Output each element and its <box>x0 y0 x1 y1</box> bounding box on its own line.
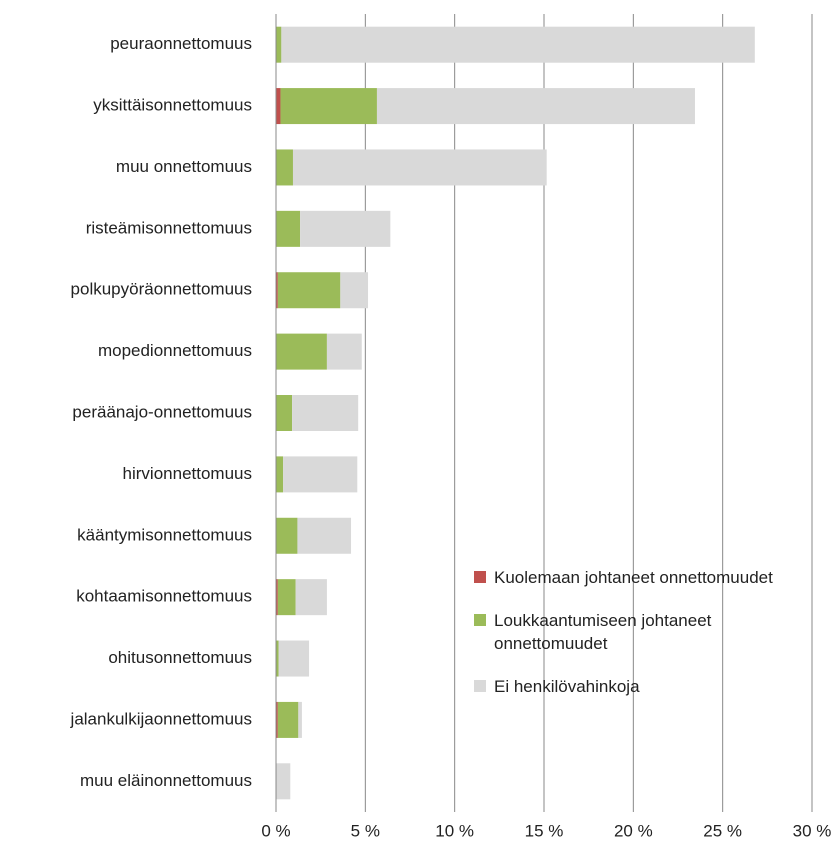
x-tick-label: 15 % <box>525 821 564 840</box>
bar-segment <box>295 579 327 616</box>
legend-label: Ei henkilövahinkoja <box>494 677 640 696</box>
legend-item: Ei henkilövahinkoja <box>474 675 794 698</box>
bar-segment <box>300 210 391 247</box>
bar-segment <box>283 456 358 493</box>
bar-segment <box>340 272 369 309</box>
bar-segment <box>276 395 293 431</box>
x-tick-label: 30 % <box>793 821 832 840</box>
y-tick-label: muu onnettomuus <box>116 157 252 176</box>
bar-segment <box>298 701 302 738</box>
bar-segment <box>276 640 279 677</box>
bar-segment <box>276 210 301 247</box>
bar-segment <box>277 579 296 616</box>
y-tick-label: hirvionnettomuus <box>123 464 252 483</box>
y-tick-label: risteämisonnettomuus <box>86 218 252 237</box>
bar-segment <box>276 272 278 309</box>
y-tick-label: jalankulkijaonnettomuus <box>70 709 252 728</box>
y-tick-label: peuraonnettomuus <box>110 34 252 53</box>
bar-segment <box>276 517 298 554</box>
legend-swatch <box>474 680 486 692</box>
x-tick-label: 0 % <box>261 821 290 840</box>
bar-segment <box>276 456 284 493</box>
bar-segment <box>281 26 755 63</box>
bar-segment <box>276 701 278 738</box>
bar-segment <box>276 579 278 616</box>
bar-segment <box>292 395 359 431</box>
bar-segment <box>277 272 341 309</box>
legend-label: Kuolemaan johtaneet onnettomuudet <box>494 568 773 587</box>
y-tick-label: ohitusonnettomuus <box>108 648 252 667</box>
x-tick-label: 25 % <box>703 821 742 840</box>
legend-item: Kuolemaan johtaneet onnettomuudet <box>474 566 794 589</box>
legend-swatch <box>474 614 486 626</box>
x-tick-label: 20 % <box>614 821 653 840</box>
bar-segment <box>276 26 282 63</box>
x-tick-label: 5 % <box>351 821 380 840</box>
y-tick-label: muu eläinonnettomuus <box>80 771 252 790</box>
y-tick-label: kohtaamisonnettomuus <box>76 587 252 606</box>
y-tick-label: mopedionnettomuus <box>98 341 252 360</box>
legend-item: Loukkaantumiseen johtaneet onnettomuudet <box>474 609 794 655</box>
y-tick-label: kääntymisonnettomuus <box>77 525 252 544</box>
x-tick-label: 10 % <box>435 821 474 840</box>
legend-swatch <box>474 571 486 583</box>
y-tick-label: peräänajo-onnettomuus <box>72 402 252 421</box>
bar-segment <box>276 149 293 186</box>
bar-segment <box>276 88 281 125</box>
bar-segment <box>292 149 547 186</box>
y-tick-label: yksittäisonnettomuus <box>93 96 252 115</box>
bar-segment <box>277 701 299 738</box>
bar-segment <box>280 88 377 125</box>
bar-segment <box>326 333 362 370</box>
bar-segment <box>276 763 291 800</box>
legend: Kuolemaan johtaneet onnettomuudet Loukkaa… <box>474 566 794 718</box>
bar-segment <box>278 640 310 677</box>
y-tick-label: polkupyöräonnettomuus <box>71 280 252 299</box>
legend-label: Loukkaantumiseen johtaneet onnettomuudet <box>494 611 712 653</box>
bar-segment <box>376 88 695 125</box>
bar-segment <box>276 333 327 370</box>
bar-segment <box>297 517 352 554</box>
